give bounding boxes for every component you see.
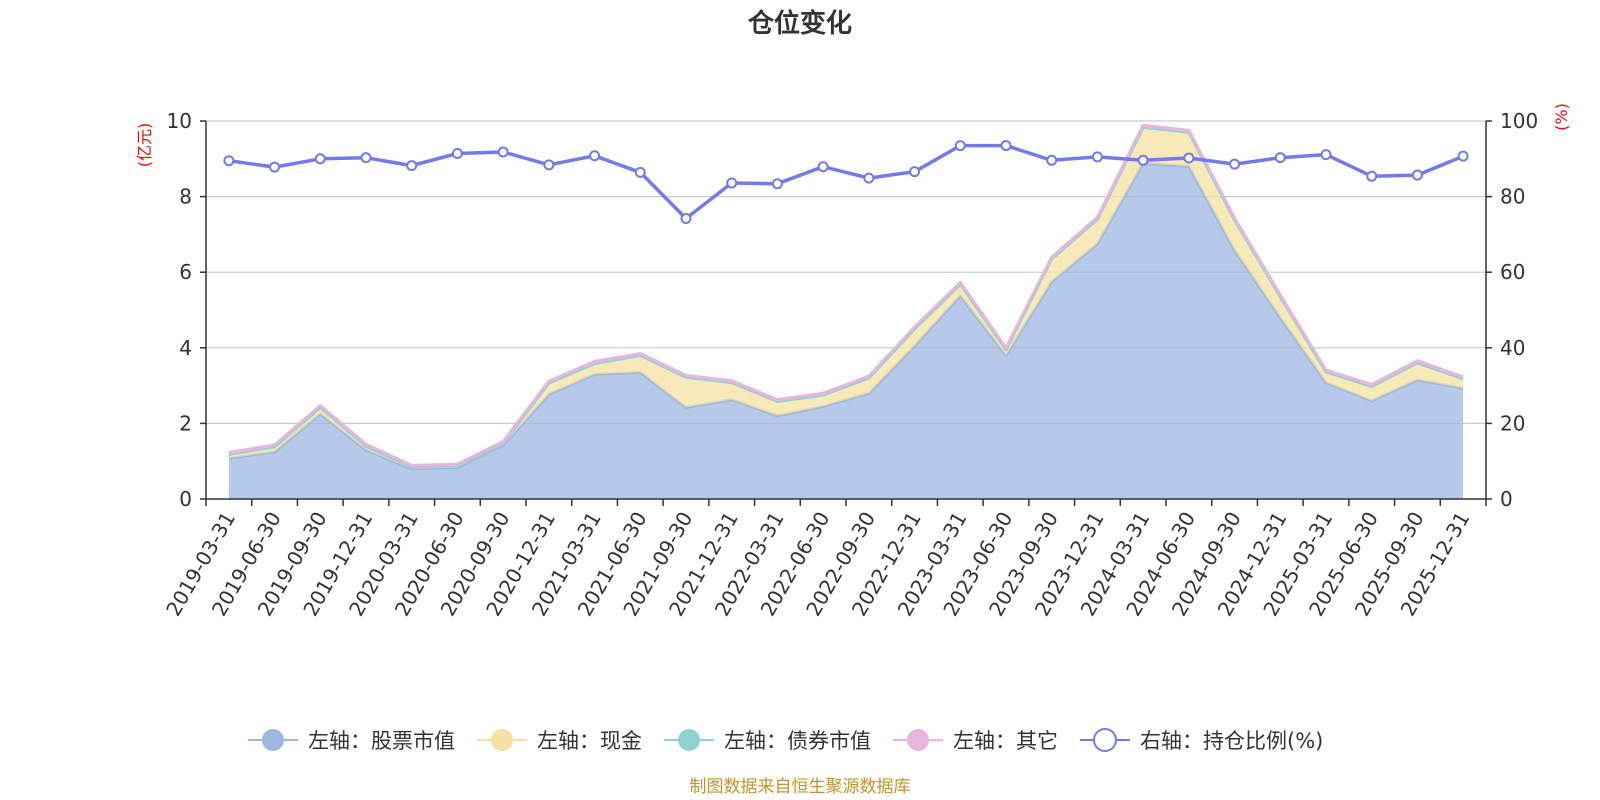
ratio-point[interactable] (1320, 149, 1332, 161)
ratio-point[interactable] (269, 161, 281, 173)
chart-title: 仓位变化 (747, 8, 852, 39)
legend-label: 右轴：持仓比例(%) (1140, 729, 1323, 753)
ratio-point[interactable] (406, 160, 418, 172)
right-axis-tick-label: 60 (1500, 260, 1525, 284)
legend-label: 左轴：现金 (537, 729, 642, 753)
ratio-point[interactable] (1046, 154, 1058, 166)
ratio-point[interactable] (589, 150, 601, 162)
ratio-point[interactable] (954, 140, 966, 152)
ratio-point[interactable] (1366, 170, 1378, 182)
right-axis-tick-label: 80 (1500, 185, 1525, 209)
ratio-point[interactable] (1411, 169, 1423, 181)
legend-label: 左轴：其它 (953, 729, 1058, 753)
stacked-areas (228, 123, 1464, 500)
ratio-point[interactable] (680, 213, 692, 225)
legend-item[interactable]: 右轴：持仓比例(%) (1080, 728, 1323, 753)
ratio-point[interactable] (223, 155, 235, 167)
legend-item[interactable]: 左轴：债券市值 (664, 729, 871, 753)
ratio-point[interactable] (360, 152, 372, 164)
ratio-point[interactable] (543, 159, 555, 171)
data-source-note: 制图数据来自恒生聚源数据库 (690, 777, 911, 797)
ratio-line (228, 143, 1464, 221)
ratio-point[interactable] (634, 166, 646, 178)
area-fill (228, 163, 1464, 500)
legend-label: 左轴：债券市值 (724, 729, 871, 753)
ratio-point[interactable] (726, 177, 738, 189)
left-axis-unit: (亿元) (135, 123, 154, 168)
legend-item[interactable]: 左轴：股票市值 (248, 729, 455, 753)
ratio-point[interactable] (909, 166, 921, 178)
ratio-point[interactable] (451, 148, 463, 160)
ratio-point[interactable] (1137, 154, 1149, 166)
legend: 左轴：股票市值 左轴：现金 左轴：债券市值 左轴：其它 右轴：持仓比例(%) (248, 728, 1323, 753)
ratio-point[interactable] (1274, 152, 1286, 164)
legend-label: 左轴：股票市值 (308, 729, 455, 753)
ratio-point[interactable] (314, 153, 326, 165)
ratio-point[interactable] (863, 172, 875, 184)
left-axis-tick-label: 6 (179, 260, 192, 284)
right-axis-tick-label: 0 (1500, 487, 1513, 511)
axes: 02468100204060801002019-03-312019-06-302… (161, 109, 1538, 620)
area-top-line (228, 123, 1464, 467)
ratio-point[interactable] (497, 146, 509, 158)
right-axis-tick-label: 40 (1500, 336, 1525, 360)
legend-item[interactable]: 左轴：其它 (893, 729, 1058, 753)
legend-swatch-dot (678, 729, 700, 751)
left-axis-tick-label: 2 (179, 411, 192, 435)
legend-item[interactable]: 左轴：现金 (477, 729, 642, 753)
left-axis-tick-label: 0 (179, 487, 192, 511)
legend-swatch-dot (491, 729, 513, 751)
left-axis-tick-label: 10 (167, 109, 192, 133)
legend-swatch-dot (907, 729, 929, 751)
left-axis-tick-label: 4 (179, 336, 192, 360)
legend-swatch-dot (262, 729, 284, 751)
left-axis-tick-label: 8 (179, 185, 192, 209)
ratio-line-layer (223, 140, 1469, 225)
ratio-point[interactable] (1000, 140, 1012, 152)
ratio-point[interactable] (817, 161, 829, 173)
right-axis-tick-label: 100 (1500, 109, 1538, 133)
ratio-point[interactable] (1229, 158, 1241, 170)
ratio-point[interactable] (1183, 152, 1195, 164)
ratio-point[interactable] (1457, 150, 1469, 162)
legend-swatch-dot (1093, 728, 1117, 752)
right-axis-unit: (%) (1552, 103, 1571, 131)
ratio-point[interactable] (1091, 151, 1103, 163)
right-axis-tick-label: 20 (1500, 411, 1525, 435)
ratio-point[interactable] (771, 178, 783, 190)
